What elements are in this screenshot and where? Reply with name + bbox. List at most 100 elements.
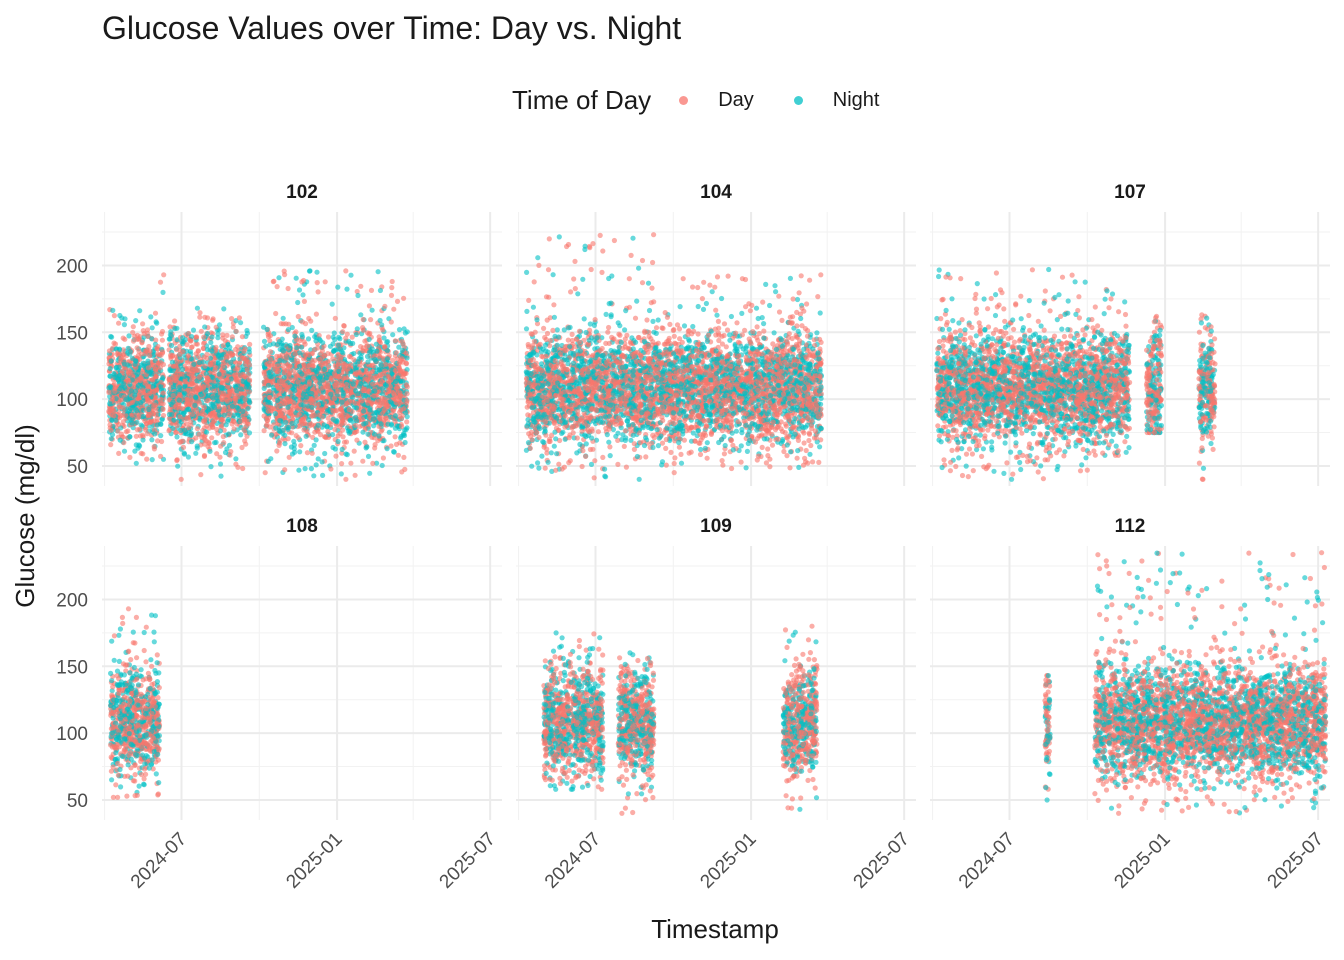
- night-point: [132, 449, 137, 454]
- day-point: [365, 372, 370, 377]
- day-point: [389, 319, 394, 324]
- night-point: [376, 433, 381, 438]
- day-point: [305, 450, 310, 455]
- day-point: [204, 438, 209, 443]
- day-point: [312, 347, 317, 352]
- day-point: [404, 419, 409, 424]
- day-point: [144, 421, 149, 426]
- day-point: [362, 440, 367, 445]
- day-point: [286, 436, 291, 441]
- day-point: [392, 419, 397, 424]
- day-point: [331, 408, 336, 413]
- day-point: [277, 438, 282, 443]
- day-point: [404, 382, 409, 387]
- day-point: [243, 397, 248, 402]
- day-point: [302, 299, 307, 304]
- night-point: [282, 441, 287, 446]
- day-point: [116, 451, 121, 456]
- day-point: [379, 429, 384, 434]
- night-point: [358, 381, 363, 386]
- night-point: [281, 316, 286, 321]
- night-point: [326, 372, 331, 377]
- day-point: [181, 445, 186, 450]
- day-point: [139, 451, 144, 456]
- day-point: [360, 459, 365, 464]
- night-point: [280, 428, 285, 433]
- day-point: [306, 316, 311, 321]
- day-point: [328, 466, 333, 471]
- day-point: [362, 376, 367, 381]
- night-point: [297, 364, 302, 369]
- day-point: [205, 375, 210, 380]
- night-point: [126, 333, 131, 338]
- day-point: [135, 345, 140, 350]
- day-point: [278, 412, 283, 417]
- night-point: [367, 407, 372, 412]
- night-point: [367, 337, 372, 342]
- night-point: [273, 411, 278, 416]
- day-point: [152, 446, 157, 451]
- day-point: [274, 383, 279, 388]
- day-point: [279, 389, 284, 394]
- night-point: [403, 440, 408, 445]
- night-point: [204, 430, 209, 435]
- night-point: [141, 414, 146, 419]
- day-point: [605, 330, 610, 335]
- day-point: [109, 428, 114, 433]
- day-point: [111, 341, 116, 346]
- day-point: [247, 377, 252, 382]
- day-point: [590, 447, 595, 452]
- day-point: [377, 415, 382, 420]
- day-point: [286, 286, 291, 291]
- day-point: [160, 407, 165, 412]
- day-point: [306, 369, 311, 374]
- night-point: [137, 308, 142, 313]
- night-point: [218, 461, 223, 466]
- day-point: [233, 347, 238, 352]
- night-point: [133, 318, 138, 323]
- day-point: [116, 321, 121, 326]
- night-point: [133, 359, 138, 364]
- day-point: [370, 461, 375, 466]
- day-point: [213, 365, 218, 370]
- day-point: [556, 462, 561, 467]
- day-point: [402, 467, 407, 472]
- day-point: [131, 339, 136, 344]
- day-point: [377, 334, 382, 339]
- day-point: [401, 455, 406, 460]
- day-point: [353, 423, 358, 428]
- night-point: [271, 341, 276, 346]
- day-point: [158, 280, 163, 285]
- night-point: [311, 473, 316, 478]
- night-point: [336, 439, 341, 444]
- day-point: [398, 393, 403, 398]
- day-point: [320, 395, 325, 400]
- day-point: [227, 389, 232, 394]
- day-point: [323, 279, 328, 284]
- night-point: [118, 438, 123, 443]
- day-point: [144, 457, 149, 462]
- day-point: [404, 398, 409, 403]
- day-point: [161, 390, 166, 395]
- night-point: [365, 359, 370, 364]
- day-point: [174, 347, 179, 352]
- day-point: [175, 374, 180, 379]
- night-point: [400, 379, 405, 384]
- day-point: [140, 321, 145, 326]
- night-point: [137, 443, 142, 448]
- day-point: [382, 397, 387, 402]
- day-point: [383, 416, 388, 421]
- night-point: [283, 420, 288, 425]
- night-point: [118, 386, 123, 391]
- day-point: [197, 315, 202, 320]
- day-point: [369, 288, 374, 293]
- night-point: [123, 397, 128, 402]
- night-point: [306, 336, 311, 341]
- day-point: [221, 343, 226, 348]
- day-point: [615, 462, 620, 467]
- day-point: [210, 318, 215, 323]
- night-point: [217, 322, 222, 327]
- day-point: [233, 396, 238, 401]
- night-point: [292, 395, 297, 400]
